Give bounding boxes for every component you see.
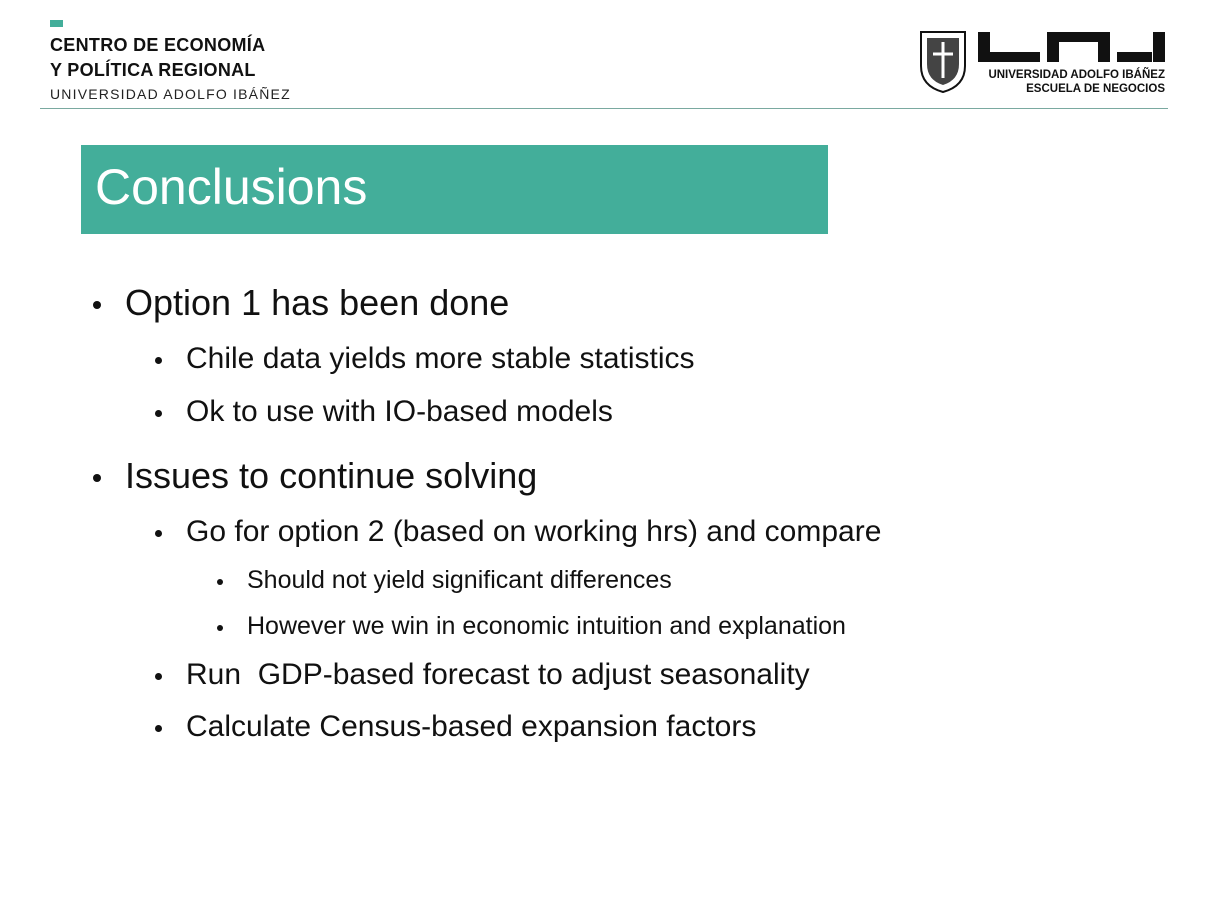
- bullet-dot: [154, 356, 162, 364]
- header-line: Y POLÍTICA REGIONAL: [50, 60, 256, 80]
- bullet-text: Option 1 has been done: [125, 282, 510, 324]
- bullet-dot: [217, 579, 223, 585]
- slide-title: Conclusions: [95, 159, 368, 215]
- logo-a: [1047, 32, 1110, 62]
- bullet-text: Issues to continue solving: [125, 455, 538, 497]
- header-right-line: UNIVERSIDAD ADOLFO IBÁÑEZ: [988, 69, 1165, 81]
- logo-i: [1117, 32, 1165, 62]
- logo-u: [978, 32, 1040, 62]
- bullet-dot: [93, 474, 101, 482]
- header-subline: UNIVERSIDAD ADOLFO IBÁÑEZ: [50, 86, 291, 102]
- bullet-text: Run GDP-based forecast to adjust seasona…: [186, 657, 810, 691]
- bullet-dot: [154, 529, 162, 537]
- header-right-line: ESCUELA DE NEGOCIOS: [1026, 83, 1165, 95]
- bullet-text: Should not yield significant differences: [247, 566, 672, 595]
- crest-cross: [933, 42, 953, 78]
- header-line: CENTRO DE ECONOMÍA: [50, 35, 266, 55]
- bullet-text: Chile data yields more stable statistics: [186, 341, 695, 375]
- title-box: [81, 145, 828, 234]
- bullet-dot: [154, 672, 162, 680]
- bullet-text: Ok to use with IO-based models: [186, 394, 613, 428]
- bullet-text: However we win in economic intuition and…: [247, 612, 846, 641]
- uai-logo: [920, 31, 1165, 94]
- accent-square: [50, 20, 63, 27]
- bullet-dot: [217, 625, 223, 631]
- header-rule: [40, 108, 1168, 109]
- bullet-text: Calculate Census-based expansion factors: [186, 709, 757, 743]
- bullet-dot: [154, 724, 162, 732]
- bullet-text: Go for option 2 (based on working hrs) a…: [186, 514, 882, 548]
- bullet-dot: [93, 301, 101, 309]
- bullet-dot: [154, 409, 162, 417]
